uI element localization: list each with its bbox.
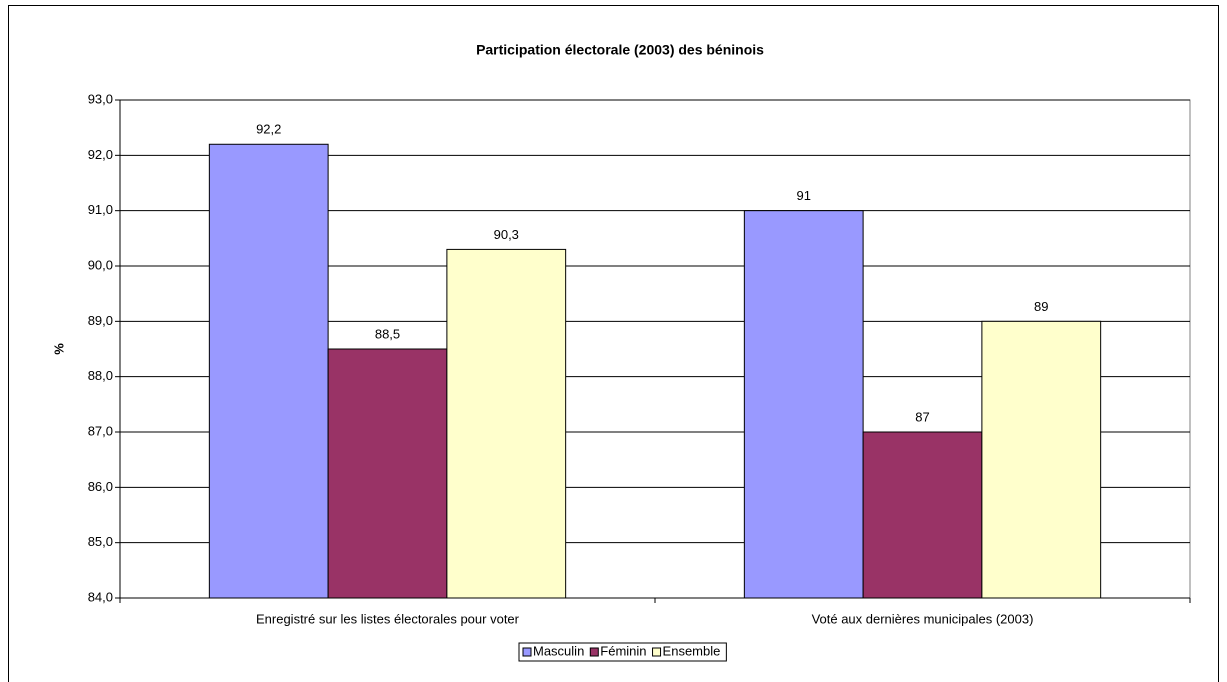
y-tick-label: 92,0 bbox=[88, 147, 113, 162]
legend bbox=[518, 642, 727, 662]
value-label: 87 bbox=[915, 409, 929, 424]
y-axis-label: % bbox=[51, 343, 66, 355]
legend-label: Ensemble bbox=[663, 643, 721, 658]
value-label: 92,2 bbox=[256, 122, 281, 137]
bar bbox=[981, 320, 1102, 599]
x-tick-label: Enregistré sur les listes électorales po… bbox=[256, 611, 520, 626]
value-label: 90,3 bbox=[494, 227, 519, 242]
y-tick-label: 90,0 bbox=[88, 257, 113, 272]
bar bbox=[208, 143, 329, 599]
y-tick-label: 88,0 bbox=[88, 368, 113, 383]
bar bbox=[743, 210, 864, 599]
chart-title: Participation électorale (2003) des béni… bbox=[476, 42, 764, 58]
legend-swatch bbox=[589, 647, 599, 657]
bar bbox=[862, 431, 983, 599]
y-tick-label: 84,0 bbox=[88, 589, 113, 604]
y-tick-label: 87,0 bbox=[88, 423, 113, 438]
legend-swatch bbox=[652, 647, 662, 657]
y-tick-label: 85,0 bbox=[88, 534, 113, 549]
value-label: 89 bbox=[1034, 299, 1048, 314]
y-tick-label: 89,0 bbox=[88, 313, 113, 328]
bar bbox=[327, 348, 448, 599]
value-label: 88,5 bbox=[375, 326, 400, 341]
y-tick-label: 91,0 bbox=[88, 202, 113, 217]
legend-label: Masculin bbox=[533, 643, 584, 658]
bar bbox=[446, 248, 567, 599]
x-tick-label: Voté aux dernières municipales (2003) bbox=[812, 611, 1034, 626]
legend-swatch bbox=[522, 647, 532, 657]
legend-label: Féminin bbox=[600, 643, 646, 658]
y-tick-label: 93,0 bbox=[88, 91, 113, 106]
value-label: 91 bbox=[796, 188, 810, 203]
y-tick-label: 86,0 bbox=[88, 479, 113, 494]
